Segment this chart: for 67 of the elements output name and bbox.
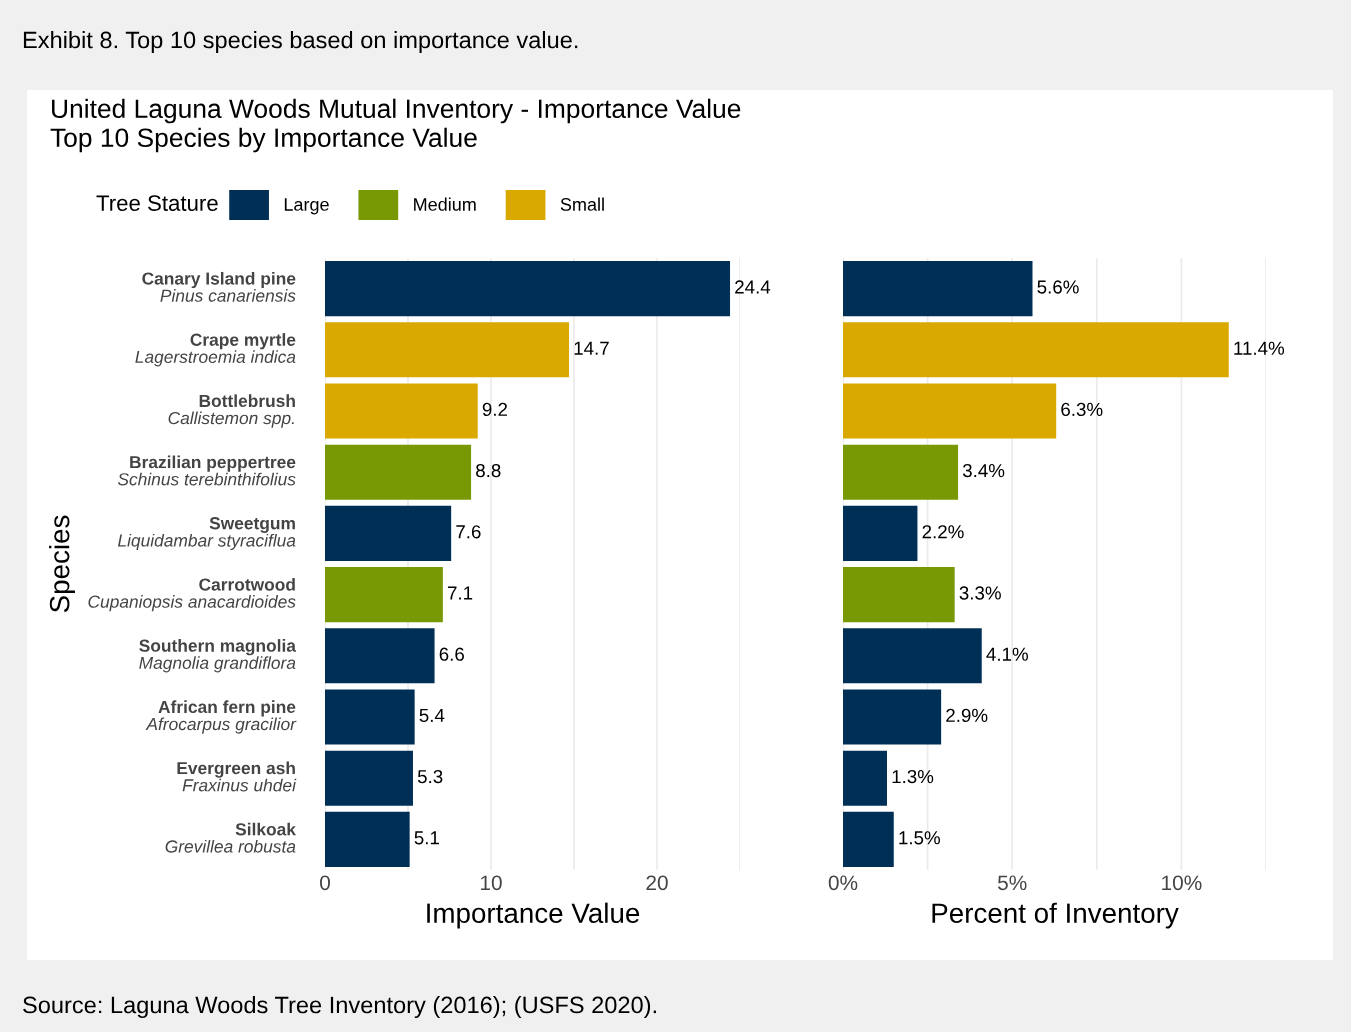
- y-tick-label: Crape myrtle Lagerstroemia indica: [135, 333, 296, 367]
- legend-label: Large: [284, 198, 329, 215]
- data-label: 1.3%: [892, 769, 934, 784]
- data-label: 8.8: [476, 463, 501, 478]
- bar: [843, 383, 1057, 439]
- data-label: 11.4%: [1234, 341, 1285, 355]
- bar: [843, 444, 959, 500]
- bar: [843, 811, 894, 867]
- y-tick-label: Sweetgum Liquidambar styraciflua: [117, 517, 296, 551]
- bar: [325, 261, 731, 317]
- y-tick-label: Silkoak Grevillea robusta: [165, 822, 296, 853]
- data-label: 5.6%: [1037, 280, 1079, 294]
- data-label: 5.3: [417, 769, 443, 784]
- bar: [325, 689, 415, 745]
- data-label: 24.4: [735, 280, 771, 294]
- y-tick-label: Evergreen ash Fraxinus uhdei: [177, 761, 297, 792]
- bar: [325, 322, 570, 378]
- y-tick-label: Bottlebrush Callistemon spp.: [168, 394, 295, 428]
- data-label: 14.7: [574, 341, 609, 355]
- data-label: 4.1%: [986, 647, 1028, 661]
- bar: [325, 811, 410, 867]
- x-tick-label: 20: [646, 875, 668, 891]
- legend-label: Medium: [414, 197, 476, 211]
- bar: [843, 628, 982, 684]
- data-label: 7.6: [456, 525, 481, 539]
- data-label: 6.3%: [1061, 402, 1103, 417]
- y-tick-label: Southern magnolia Magnolia grandiflora: [139, 639, 297, 673]
- bar: [843, 689, 942, 745]
- data-label: 2.2%: [922, 525, 964, 539]
- bar: [843, 567, 955, 623]
- chart-subtitle: Top 10 Species by Importance Value: [50, 127, 477, 153]
- bar: [325, 628, 435, 684]
- chart-title: United Laguna Woods Mutual Inventory - Importance Value: [52, 98, 741, 124]
- bar: [325, 383, 478, 439]
- y-tick-label: Canary Island pine Pinus canariensis: [142, 271, 296, 302]
- x-axis-title: Percent of Inventory: [932, 902, 1179, 929]
- y-axis-title: Species: [49, 515, 75, 613]
- y-tick-label: African fern pine Afrocarpus gracilior: [145, 700, 297, 734]
- x-tick-label: 10: [481, 875, 502, 891]
- bar: [325, 444, 472, 500]
- bar: [325, 750, 413, 806]
- x-tick-label: 0: [320, 875, 330, 891]
- text: Exhibit 8. Top 10 species based on importance value.: [23, 31, 578, 53]
- data-label: 6.6: [439, 647, 464, 661]
- legend-label: Small: [560, 197, 604, 211]
- data-label: 2.9%: [946, 708, 988, 723]
- x-tick-label: 10%: [1162, 875, 1202, 891]
- bar: [843, 750, 887, 806]
- source-note: Source: Laguna Woods Tree Inventory (2016); (USFS 2020).: [23, 995, 656, 1019]
- x-tick-label: 0%: [828, 875, 858, 891]
- y-tick-label: Carrotwood Cupaniopsis anacardioides: [88, 577, 296, 612]
- bar: [325, 567, 443, 623]
- data-label: 5.4: [419, 708, 445, 723]
- data-label: 1.5%: [899, 831, 940, 845]
- data-label: 9.2: [482, 402, 508, 417]
- legend-title: Tree Stature: [96, 195, 218, 211]
- data-label: 3.3%: [959, 586, 1001, 600]
- x-axis-title: Importance Value: [427, 902, 640, 929]
- bar: [843, 261, 1033, 317]
- data-label: 7.1: [447, 586, 473, 600]
- data-label: 5.1: [414, 831, 439, 845]
- bar: [325, 505, 452, 561]
- bar: [843, 322, 1229, 378]
- bar: [843, 505, 918, 561]
- y-tick-label: Brazilian peppertree Schinus terebinthifolius: [117, 455, 296, 486]
- x-tick-label: 5%: [997, 875, 1027, 891]
- data-label: 3.4%: [962, 463, 1005, 478]
